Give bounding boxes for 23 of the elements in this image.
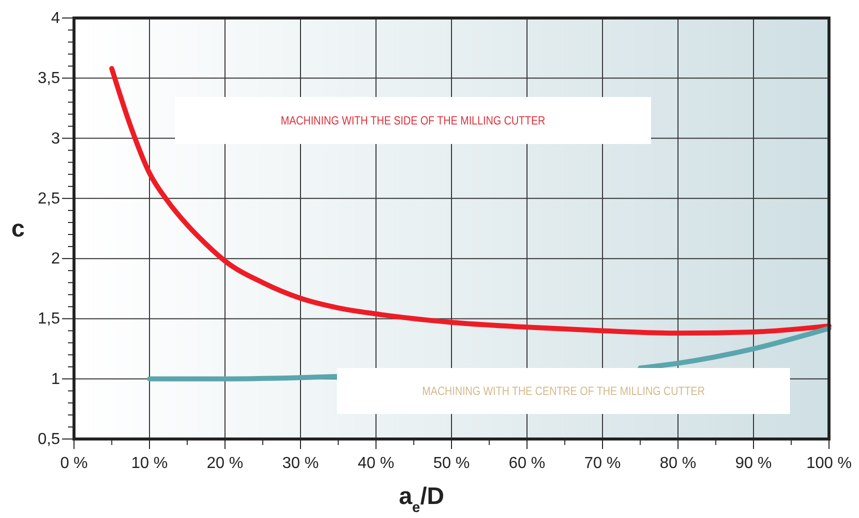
y-tick-label: 1 bbox=[51, 370, 60, 388]
y-tick-label: 3,5 bbox=[38, 70, 60, 88]
x-tick-label: 70 % bbox=[584, 455, 621, 472]
y-tick-label: 1,5 bbox=[38, 310, 60, 328]
x-tick-label: 0 % bbox=[60, 455, 88, 472]
y-tick-label: 2,5 bbox=[38, 190, 60, 208]
y-tick-label: 2 bbox=[51, 250, 60, 268]
x-tick-label: 10 % bbox=[131, 455, 168, 472]
x-tick-label: 50 % bbox=[433, 455, 470, 472]
y-tick-label: 4 bbox=[51, 10, 60, 27]
y-tick-label: 3 bbox=[51, 130, 60, 148]
x-tick-label: 80 % bbox=[660, 455, 696, 472]
x-axis-title: a$_{e}$/D bbox=[398, 483, 444, 516]
x-tick-label: 100 % bbox=[806, 455, 852, 472]
annotation: MACHINING WITH THE SIDE OF THE MILLING CUTTER bbox=[280, 114, 546, 128]
y-axis-title: c bbox=[11, 216, 25, 242]
x-tick-label: 30 % bbox=[282, 455, 319, 472]
x-tick-label: 60 % bbox=[508, 455, 546, 472]
x-tick-label: 90 % bbox=[735, 455, 772, 472]
x-tick-label: 20 % bbox=[206, 455, 244, 472]
annotation: MACHINING WITH THE CENTRE OF THE MILLING CUTTER bbox=[422, 385, 705, 398]
x-tick-label: 40 % bbox=[358, 455, 394, 472]
y-tick-label: 0,5 bbox=[38, 431, 60, 448]
